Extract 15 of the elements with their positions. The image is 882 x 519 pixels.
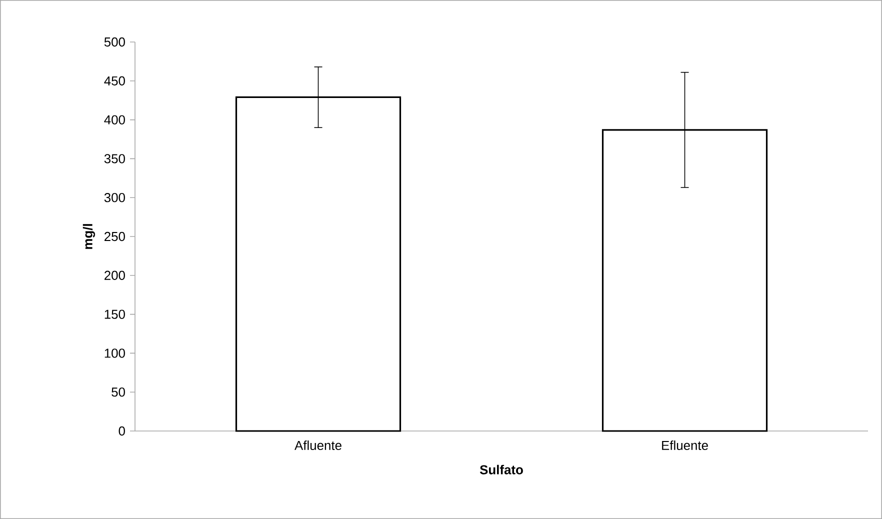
y-tick-label: 500 <box>104 37 125 47</box>
y-tick-label: 450 <box>104 76 125 86</box>
y-axis-title: mg/l <box>82 224 96 249</box>
y-tick-label: 150 <box>104 310 125 319</box>
y-tick-label: 250 <box>104 232 125 242</box>
y-tick-label: 100 <box>104 348 125 358</box>
y-tick-label: 200 <box>104 270 125 280</box>
y-tick-label: 0 <box>118 426 125 436</box>
y-tick-label: 300 <box>104 193 125 202</box>
y-tick-label: 400 <box>104 115 125 124</box>
x-tick-label: Afluente <box>294 440 342 450</box>
x-axis-title: Sulfato <box>480 464 523 474</box>
x-tick-label: Efluente <box>662 440 708 450</box>
y-tick-label: 350 <box>104 154 125 164</box>
y-tick-label: 50 <box>112 388 125 397</box>
